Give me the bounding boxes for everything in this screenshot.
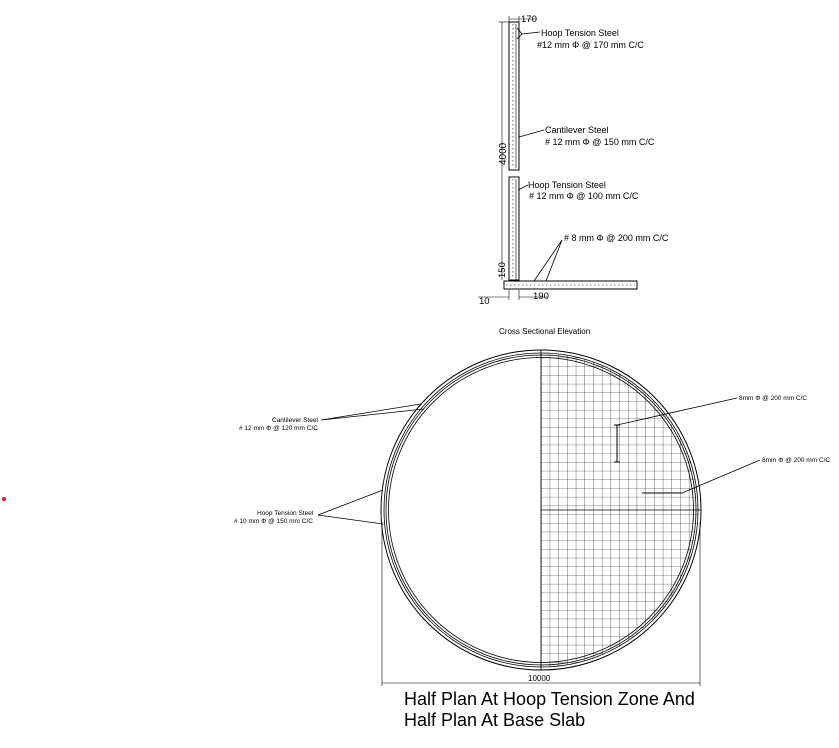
note-hoop-lower-line1: Hoop Tension Steel bbox=[528, 180, 606, 190]
leader-plan-mesh-2 bbox=[681, 459, 761, 494]
plan-note-hoop-line1: Hoop Tension Steel bbox=[257, 510, 314, 517]
plan-note-hoop-line2: # 10 mm Φ @ 150 mm C/C bbox=[234, 518, 313, 525]
leader-hoop-top bbox=[516, 27, 541, 40]
plan-drawing: 10000 Cantilever Steel # 12 mm Φ @ 120 m… bbox=[234, 349, 830, 730]
note-base-bar: # 8 mm Φ @ 200 mm C/C bbox=[564, 233, 669, 243]
leader-plan-cantilever bbox=[320, 403, 425, 421]
plan-note-cantilever-line2: # 12 mm Φ @ 120 mm C/C bbox=[239, 425, 318, 432]
leader-base-bar bbox=[533, 239, 563, 282]
note-hoop-lower-line2: # 12 mm Φ @ 100 mm C/C bbox=[529, 191, 639, 201]
note-cantilever-line2: # 12 mm Φ @ 150 mm C/C bbox=[545, 137, 655, 147]
plan-title-line1: Half Plan At Hoop Tension Zone And bbox=[404, 689, 695, 709]
elevation-title: Cross Sectional Elevation bbox=[499, 327, 590, 336]
dim-cover-10: 10 bbox=[479, 296, 490, 307]
leader-plan-hoop bbox=[317, 489, 384, 525]
lower-wall-section bbox=[508, 176, 520, 281]
dim-top-170: 170 bbox=[521, 14, 537, 25]
note-hoop-top-line2: #12 mm Φ @ 170 mm C/C bbox=[537, 40, 644, 50]
plan-note-mesh-2: 8mm Φ @ 200 mm C/C bbox=[762, 457, 830, 464]
leader-cantilever bbox=[518, 129, 545, 138]
dim-height-4000: 4000 bbox=[498, 142, 509, 165]
dim-bottom-190: 190 bbox=[533, 291, 549, 302]
elevation-drawing: 170 4000 150 10 190 Hoop Tension Steel #… bbox=[478, 14, 669, 336]
note-cantilever-line1: Cantilever Steel bbox=[545, 125, 609, 135]
note-hoop-top-line1: Hoop Tension Steel bbox=[541, 28, 619, 38]
leader-hoop-lower bbox=[517, 184, 529, 191]
upper-wall-section bbox=[508, 21, 520, 171]
leader-plan-mesh-1 bbox=[616, 397, 738, 426]
marker-dot bbox=[2, 497, 6, 501]
dim-base-150: 150 bbox=[497, 262, 508, 278]
base-slab bbox=[503, 280, 638, 290]
plan-note-cantilever-line1: Cantilever Steel bbox=[272, 417, 318, 424]
plan-note-mesh-1: 8mm Φ @ 200 mm C/C bbox=[739, 395, 807, 402]
dim-diameter-10000: 10000 bbox=[528, 674, 551, 683]
plan-title-line2: Half Plan At Base Slab bbox=[404, 710, 585, 730]
